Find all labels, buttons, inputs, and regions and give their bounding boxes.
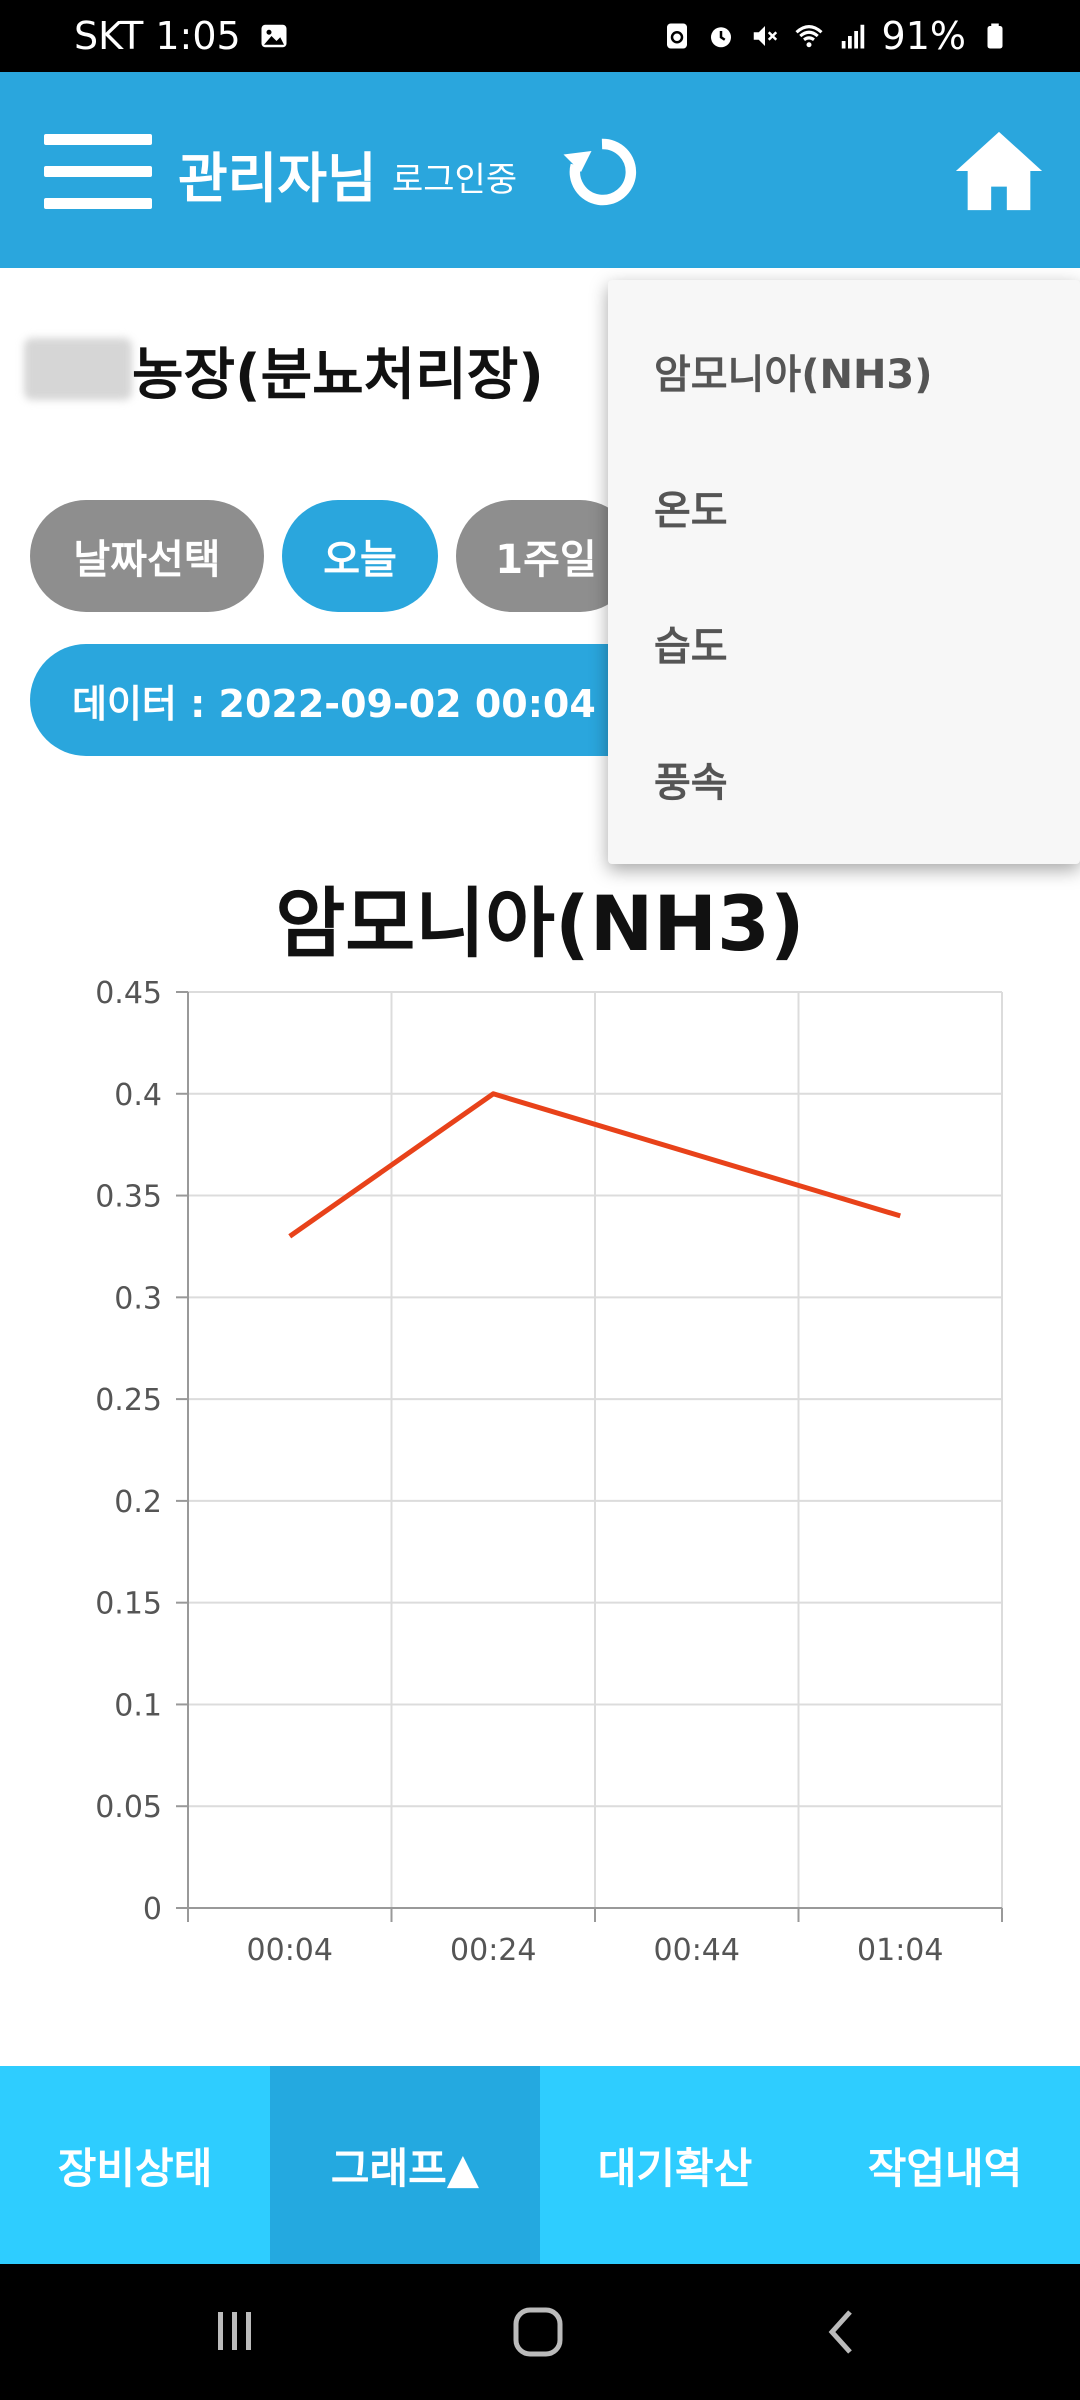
- line-chart: 0 0.05 0.1 0.15 0.2 0.25 0.3 0.35 0.4 0.45 00:04 00…: [95, 976, 1003, 1968]
- y-tick-label: 0.1: [114, 1688, 162, 1723]
- y-tick-label: 0.2: [114, 1485, 162, 1520]
- home-icon[interactable]: [952, 124, 1046, 218]
- x-tick-label: 00:44: [654, 1933, 740, 1968]
- farm-title: 농장(분뇨처리장): [132, 343, 544, 408]
- alarm-icon: [710, 27, 731, 48]
- app-subtitle: 로그인중: [392, 160, 518, 200]
- menu-icon[interactable]: [44, 134, 152, 209]
- y-tick-label: 0.15: [95, 1587, 162, 1622]
- tab-graph[interactable]: 그래프▲: [270, 2066, 540, 2264]
- dropdown-item-humidity[interactable]: 습도: [654, 624, 728, 670]
- battery-percent: 91%: [881, 14, 966, 58]
- tab-air-dispersion[interactable]: 대기확산: [597, 2143, 753, 2193]
- dropdown-item-temperature[interactable]: 온도: [654, 488, 728, 534]
- wifi-icon: [794, 25, 823, 48]
- tab-equipment-status[interactable]: 장비상태: [57, 2143, 213, 2193]
- x-tick-label: 00:24: [450, 1933, 536, 1968]
- mute-icon: [753, 26, 777, 46]
- app-bar: 관리자님 로그인중: [0, 72, 1080, 268]
- dropdown-item-ammonia[interactable]: 암모니아(NH3): [654, 352, 933, 398]
- recent-apps-icon[interactable]: [212, 2308, 258, 2354]
- data-range-label: 데이터 : 2022-09-02 00:04 ~: [30, 644, 670, 756]
- series-line-ammonia: [288, 1091, 901, 1239]
- farm-name-redacted: [24, 338, 132, 400]
- home-nav-icon[interactable]: [512, 2306, 564, 2358]
- y-tick-label: 0.35: [95, 1180, 162, 1215]
- refresh-icon[interactable]: [560, 130, 644, 214]
- y-tick-label: 0.3: [114, 1281, 162, 1316]
- chart-title: 암모니아(NH3): [275, 879, 805, 968]
- y-tick-label: 0: [143, 1892, 162, 1927]
- status-bar: SKT 1:05 91%: [0, 0, 1080, 72]
- gallery-icon: [261, 24, 287, 48]
- recycle-icon: [666, 23, 687, 49]
- sensor-dropdown-menu: 암모니아(NH3) 온도 습도 풍속: [608, 280, 1080, 864]
- y-tick-label: 0.05: [95, 1790, 162, 1825]
- app-title: 관리자님: [178, 147, 377, 210]
- x-tick-label: 00:04: [247, 1933, 333, 1968]
- date-select-button[interactable]: 날짜선택: [30, 500, 264, 612]
- system-nav-bar: [0, 2264, 1080, 2400]
- x-tick-label: 01:04: [857, 1933, 943, 1968]
- y-tick-label: 0.4: [114, 1078, 162, 1113]
- battery-icon: [987, 23, 1003, 49]
- dropdown-item-wind-speed[interactable]: 풍속: [654, 760, 728, 806]
- tab-work-history[interactable]: 작업내역: [867, 2143, 1023, 2193]
- status-carrier-time: SKT 1:05: [74, 14, 241, 58]
- y-tick-label: 0.25: [95, 1383, 162, 1418]
- y-tick-label: 0.45: [95, 976, 162, 1011]
- week-button[interactable]: 1주일: [456, 500, 636, 612]
- back-icon[interactable]: [822, 2308, 862, 2356]
- bottom-tab-bar: 장비상태 그래프▲ 대기확산 작업내역: [0, 2066, 1080, 2264]
- today-button[interactable]: 오늘: [282, 500, 438, 612]
- signal-icon: [841, 24, 864, 49]
